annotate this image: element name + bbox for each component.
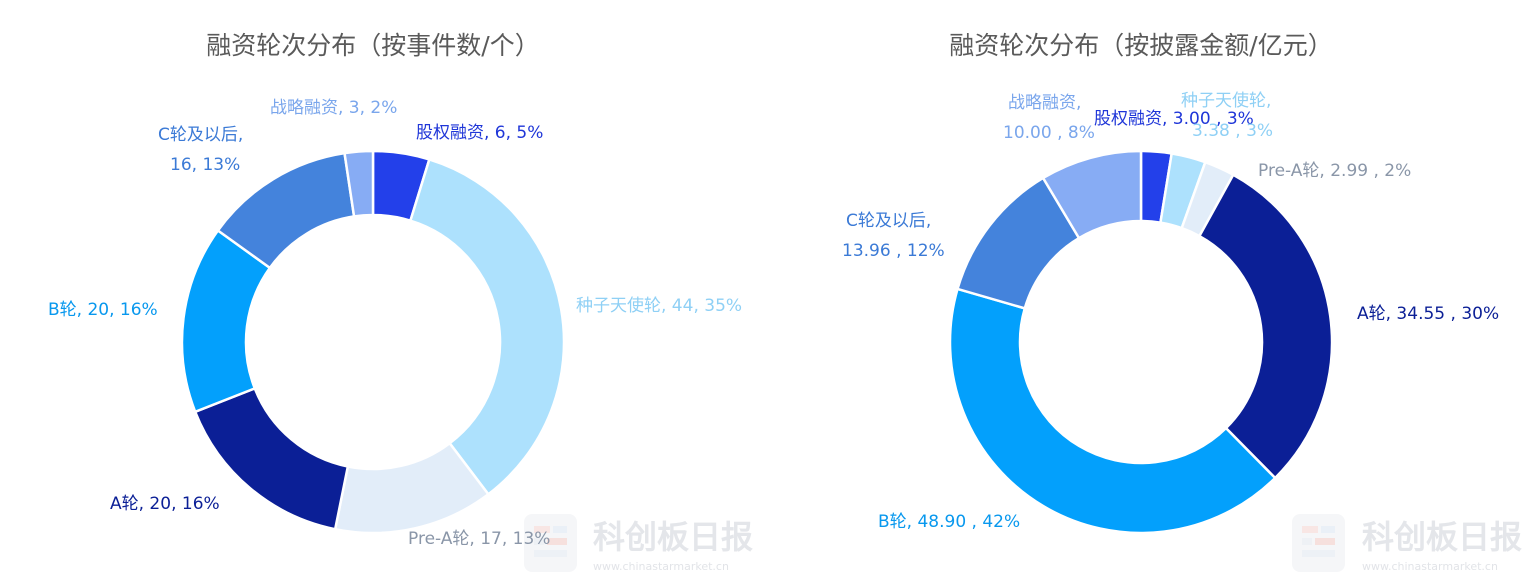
slice-amount-3 [1197, 173, 1334, 480]
data-label-line: 股权融资, 6, 5% [416, 123, 543, 143]
chart-title-amount: 融资轮次分布（按披露金额/亿元） [949, 31, 1332, 60]
watermark-brand: 科创板日报 [1362, 518, 1522, 556]
data-label-line: Pre-A轮, 2.99 , 2% [1258, 161, 1411, 181]
data-label-line: Pre-A轮, 17, 13% [408, 529, 550, 549]
watermark-left: 科创板日报 www.chinastarmarket.cn [524, 514, 753, 573]
slice-amount-4 [948, 287, 1277, 535]
data-label-line: 种子天使轮, [1181, 90, 1271, 111]
data-label-line: 10.00 , 8% [1003, 123, 1095, 143]
slice-count-6 [343, 149, 375, 218]
data-label-line: B轮, 20, 16% [48, 300, 158, 320]
slice-amount-6 [1041, 149, 1143, 240]
data-label-line: A轮, 34.55 , 30% [1357, 304, 1499, 324]
watermark-url: www.chinastarmarket.cn [593, 560, 729, 573]
data-label-count-2: Pre-A轮, 17, 13% [408, 529, 550, 549]
watermark-logo-icon [1292, 514, 1345, 572]
watermark-right: 科创板日报 www.chinastarmarket.cn [1292, 514, 1522, 573]
data-label-line: B轮, 48.90 , 42% [878, 512, 1020, 532]
data-label-line: 16, 13% [170, 155, 240, 175]
watermark-url: www.chinastarmarket.cn [1362, 560, 1498, 573]
data-label-count-4: B轮, 20, 16% [48, 300, 158, 320]
data-label-amount-4: B轮, 48.90 , 42% [878, 512, 1020, 532]
data-label-count-3: A轮, 20, 16% [110, 494, 220, 514]
watermark-logo-icon [524, 514, 577, 572]
data-label-line: 3.38 , 3% [1192, 121, 1273, 141]
data-label-count-0: 股权融资, 6, 5% [416, 123, 543, 143]
donut-chart-by-count: 股权融资, 6, 5% 种子天使轮, 44, 35% Pre-A轮, 17, 13%… [48, 98, 742, 549]
data-label-line: 种子天使轮, 44, 35% [576, 295, 742, 316]
data-label-line: C轮及以后, [846, 211, 931, 231]
data-label-line: 13.96 , 12% [842, 241, 945, 261]
data-label-line: A轮, 20, 16% [110, 494, 220, 514]
data-label-count-1: 种子天使轮, 44, 35% [576, 295, 742, 316]
data-label-line: 战略融资, [1008, 93, 1081, 113]
data-label-amount-5: C轮及以后, 13.96 , 12% [842, 211, 945, 261]
watermark-brand: 科创板日报 [593, 518, 753, 556]
data-label-amount-3: A轮, 34.55 , 30% [1357, 304, 1499, 324]
data-label-amount-1: 种子天使轮, 3.38 , 3% [1181, 90, 1273, 141]
data-label-amount-2: Pre-A轮, 2.99 , 2% [1258, 161, 1411, 181]
donut-chart-by-amount: 股权融资, 3.00 , 3%种子天使轮, 3.38 , 3% Pre-A轮, 2.… [842, 90, 1499, 535]
data-label-line: 战略融资, 3, 2% [270, 98, 397, 118]
data-label-line: 股权融资, 3.00 , 3% [1094, 109, 1254, 129]
data-label-amount-6: 战略融资, 10.00 , 8% [1003, 93, 1095, 143]
data-label-count-5: C轮及以后, 16, 13% [158, 125, 243, 175]
data-label-line: C轮及以后, [158, 125, 243, 145]
chart-title-count: 融资轮次分布（按事件数/个） [206, 31, 539, 60]
data-label-count-6: 战略融资, 3, 2% [270, 98, 397, 118]
data-label-amount-0: 股权融资, 3.00 , 3% [1094, 109, 1254, 129]
slice-count-1 [408, 157, 566, 497]
